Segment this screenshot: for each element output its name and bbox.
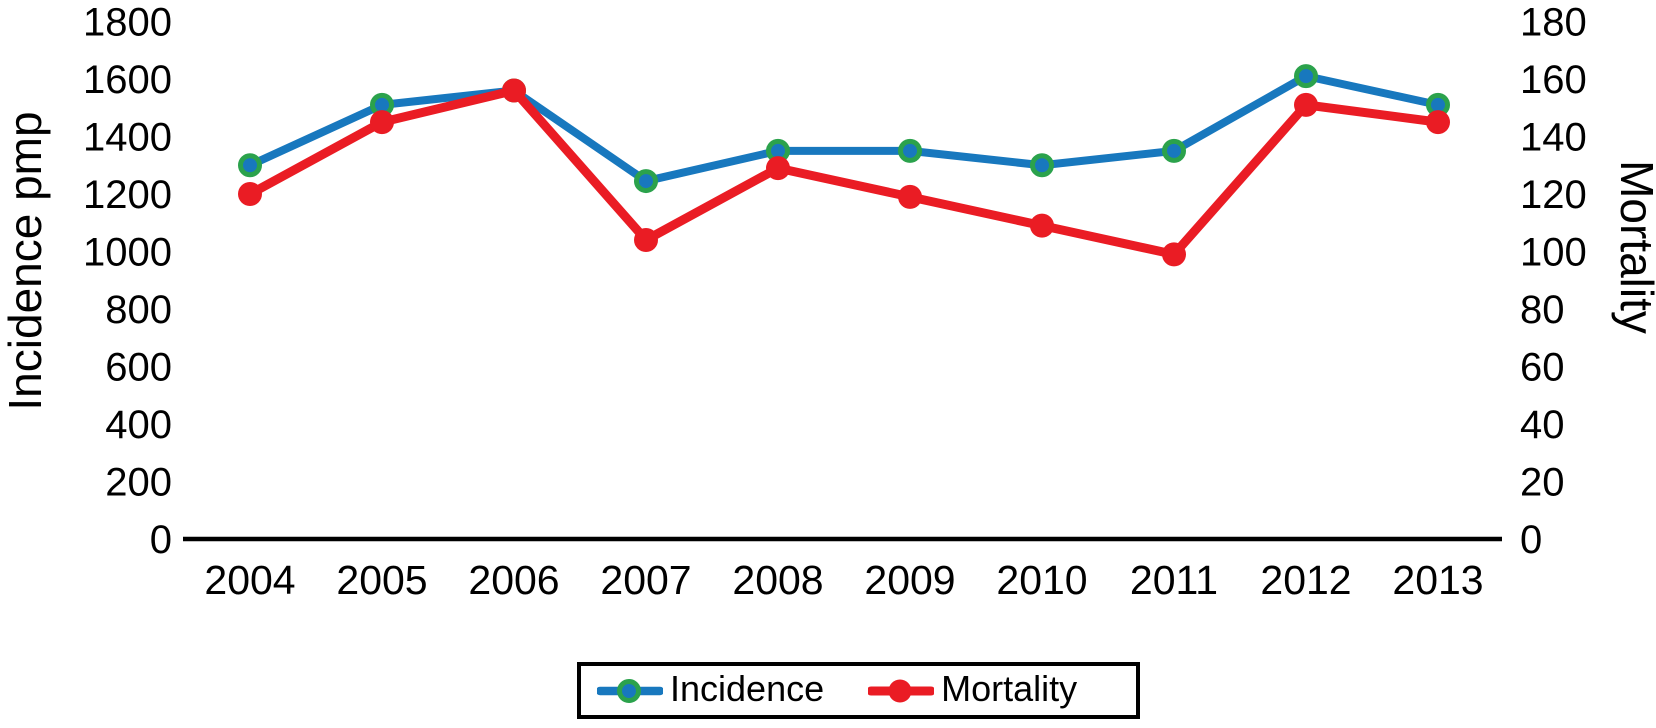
left-axis-title: Incidence pmp — [0, 111, 51, 410]
right-axis-tick-label: 100 — [1520, 231, 1587, 275]
right-axis-tick-label: 60 — [1520, 346, 1565, 390]
legend-item-mortality: Mortality — [868, 671, 1077, 710]
x-axis-tick-label: 2007 — [600, 557, 691, 603]
legend-label-mortality: Mortality — [941, 668, 1078, 709]
mortality-marker — [502, 78, 526, 103]
left-axis-tick-label: 1800 — [83, 1, 172, 45]
right-axis-title: Mortality — [1611, 160, 1656, 334]
incidence-marker — [898, 138, 922, 163]
left-axis-tick-label: 1000 — [83, 231, 172, 275]
x-axis-tick-label: 2006 — [468, 557, 559, 603]
left-axis-tick-label: 1200 — [83, 173, 172, 217]
mortality-marker — [1162, 242, 1186, 267]
right-axis-tick-label: 20 — [1520, 461, 1565, 505]
legend: Incidence Mortality — [577, 662, 1140, 719]
mortality-marker — [1294, 92, 1318, 117]
mortality-marker — [1030, 213, 1054, 238]
mortality-line — [245, 86, 1443, 259]
mortality-line-sample-icon — [868, 679, 935, 702]
incidence-marker — [1162, 138, 1186, 163]
x-axis-tick-label: 2009 — [864, 557, 955, 603]
incidence-marker — [634, 169, 658, 194]
left-axis-tick-label: 400 — [105, 403, 172, 447]
x-axis-tick-label: 2005 — [336, 557, 427, 603]
x-axis-tick-label: 2013 — [1392, 557, 1483, 603]
mortality-marker — [634, 228, 658, 252]
left-axis-tick-label: 1400 — [83, 116, 172, 160]
left-axis-tick-label: 600 — [105, 346, 172, 390]
incidence-marker — [238, 153, 262, 178]
right-axis-tick-label: 80 — [1520, 288, 1565, 332]
x-axis-tick-label: 2008 — [732, 557, 823, 603]
legend-label-incidence: Incidence — [670, 668, 825, 709]
mortality-marker — [766, 156, 790, 181]
left-axis-tick-label: 200 — [105, 461, 172, 505]
right-axis-tick-label: 40 — [1520, 403, 1565, 447]
mortality-marker — [1426, 110, 1450, 135]
legend-item-incidence: Incidence — [597, 671, 824, 710]
mortality-marker — [898, 184, 922, 209]
right-axis-tick-label: 0 — [1520, 518, 1542, 562]
x-axis-tick-label: 2012 — [1260, 557, 1351, 603]
incidence-line — [246, 72, 1442, 186]
x-axis-tick-label: 2004 — [204, 557, 295, 603]
incidence-marker — [1294, 64, 1318, 89]
mortality-marker — [370, 110, 394, 135]
left-axis-tick-label: 1600 — [83, 58, 172, 102]
incidence-line-sample-icon — [597, 678, 663, 703]
right-axis-tick-label: 120 — [1520, 173, 1587, 217]
right-axis-tick-label: 160 — [1520, 58, 1587, 102]
x-axis-tick-label: 2010 — [996, 557, 1087, 603]
incidence-marker — [1030, 153, 1054, 178]
x-axis-tick-label: 2011 — [1130, 557, 1218, 603]
right-axis-tick-label: 140 — [1520, 116, 1587, 160]
left-axis-tick-label: 0 — [150, 518, 172, 562]
mortality-marker — [238, 182, 262, 206]
left-axis-tick-label: 800 — [105, 288, 172, 332]
right-axis-tick-label: 180 — [1520, 1, 1587, 45]
